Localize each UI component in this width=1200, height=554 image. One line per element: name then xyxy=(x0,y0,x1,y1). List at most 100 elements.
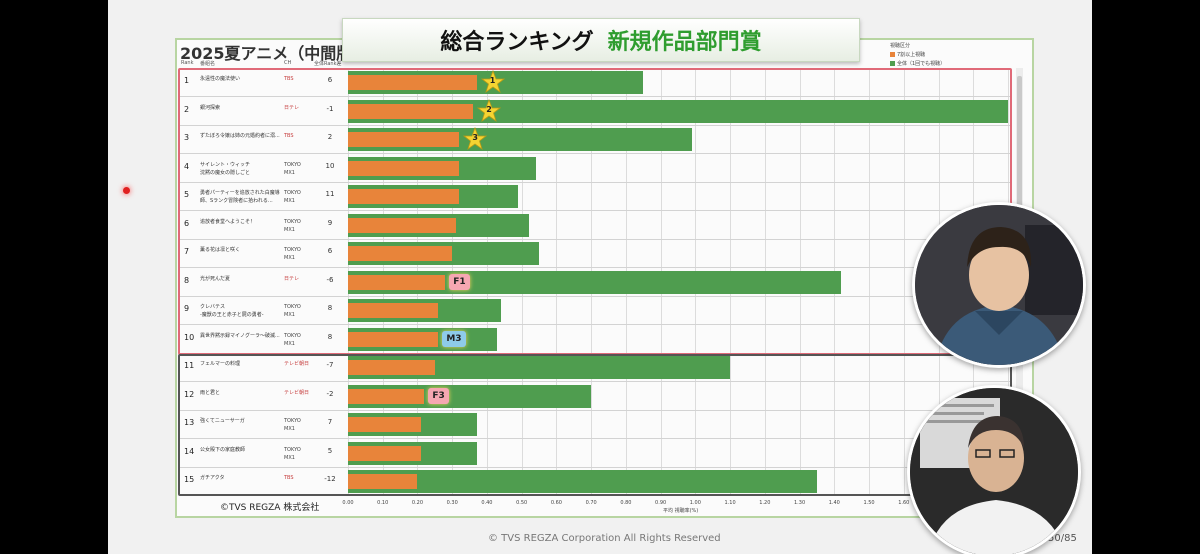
row-rank: 11 xyxy=(184,361,195,370)
ranking-row[interactable]: 8 光が死んだ夏 日テレ -6 F1 xyxy=(180,268,1012,297)
row-rank-change: 6 xyxy=(327,247,333,255)
row-channel: TOKYO MX1 xyxy=(284,304,301,318)
laser-pointer-dot xyxy=(123,187,130,194)
bar-core-viewers xyxy=(348,217,456,233)
row-channel: TOKYO MX1 xyxy=(284,247,301,261)
x-tick-label: 0.90 xyxy=(655,500,667,506)
x-tick-label: 1.10 xyxy=(724,500,736,506)
bar-core-viewers xyxy=(348,75,477,90)
row-rank-change: 8 xyxy=(327,304,333,312)
chart-title: 2025夏アニメ（中間版） xyxy=(180,44,369,63)
row-channel: TOKYO MX1 xyxy=(284,418,301,432)
row-rank: 10 xyxy=(184,332,195,342)
ranking-row[interactable]: 14 公女殿下の家庭教師 TOKYO MX1 5 xyxy=(180,439,1012,468)
page-number: 50/85 xyxy=(1048,533,1077,544)
x-axis-label: 平均 視聴率(%) xyxy=(663,508,699,514)
row-channel: TBS xyxy=(284,475,294,481)
x-tick-label: 0.80 xyxy=(620,500,632,506)
bar-core-viewers xyxy=(348,331,439,347)
rank-star-number: 3 xyxy=(472,133,478,142)
row-rank: 14 xyxy=(184,446,195,456)
row-rank-change: -6 xyxy=(326,275,334,284)
row-rank-change: 5 xyxy=(327,446,333,455)
presenter-webcam-1 xyxy=(912,202,1086,368)
bar-core-viewers xyxy=(348,445,421,461)
banner-accent-text: 新規作品部門賞 xyxy=(607,30,762,55)
row-channel: TOKYO MX1 xyxy=(284,190,301,204)
row-program-title: 永遠性の魔法使い xyxy=(200,76,241,82)
presenter-1-avatar xyxy=(915,205,1083,365)
x-tick-label: 1.40 xyxy=(828,500,840,506)
ranking-row[interactable]: 4 サイレント・ウィッチ 沈黙の魔女の隠しごと TOKYO MX1 10 xyxy=(180,154,1012,183)
row-rank: 15 xyxy=(184,475,195,484)
slide-stage: 総合ランキング 新規作品部門賞 2025夏アニメ（中間版） Rank 番組名 C… xyxy=(108,0,1092,554)
row-rank: 7 xyxy=(184,247,190,256)
ranking-row[interactable]: 3 ずたぼろ令嬢は姉の元婚約者に溺... TBS 2 3 xyxy=(180,125,1012,154)
ranking-row[interactable]: 1 永遠性の魔法使い TBS 6 1 xyxy=(180,68,1012,97)
presenter-webcam-2 xyxy=(907,385,1081,554)
rank-star-badge: 1 xyxy=(480,69,505,94)
row-rank-change: 8 xyxy=(327,332,333,341)
x-tick-label: 0.60 xyxy=(550,500,562,506)
row-program-title: 光が死んだ夏 xyxy=(200,275,231,282)
ranking-row[interactable]: 7 薫る花は凛と咲く TOKYO MX1 6 xyxy=(180,239,1012,268)
row-rank: 4 xyxy=(184,161,190,171)
header-change: 全体Rank差 xyxy=(314,61,342,67)
row-program-title: 異世界黙示録マイノグーラ～破滅... xyxy=(200,332,280,339)
rank-star-number: 1 xyxy=(489,76,496,85)
legend-heading: 視聴区分 xyxy=(890,43,911,49)
x-gridline xyxy=(903,68,905,496)
row-program-title: ずたぼろ令嬢は姉の元婚約者に溺... xyxy=(200,133,280,139)
rank-star-number: 2 xyxy=(486,104,492,114)
row-rank-change: 9 xyxy=(327,218,333,227)
rank-star-badge: 3 xyxy=(462,126,488,151)
legend-item-green: 全体（1回でも視聴） xyxy=(890,60,945,69)
row-channel: テレビ朝日 xyxy=(284,361,310,367)
ranking-row[interactable]: 2 銀河探索 日テレ -1 2 xyxy=(180,97,1012,126)
top10-highlight-frame xyxy=(178,68,1012,355)
row-rank: 12 xyxy=(184,389,195,399)
bar-total-viewers xyxy=(348,99,1008,123)
x-tick-label: 0.40 xyxy=(481,500,493,506)
segment-badge: M3 xyxy=(442,330,466,347)
header-ch: CH xyxy=(284,60,292,66)
legend-label-orange: 7割以上視聴 xyxy=(897,52,926,58)
legend-item-orange: 7割以上視聴 xyxy=(890,51,945,60)
row-rank: 3 xyxy=(184,133,190,142)
bar-total-viewers xyxy=(348,356,731,379)
x-tick-label: 1.50 xyxy=(863,500,875,506)
ranking-row[interactable]: 11 フェルマーの料理 テレビ朝日 -7 xyxy=(180,353,1012,382)
x-tick-label: 0.30 xyxy=(446,500,458,506)
row-rank-change: -12 xyxy=(324,475,336,483)
ranking-row[interactable]: 5 勇者パーティーを追放された白魔導 師、Sランク冒険者に拾われる... TOKYO… xyxy=(180,182,1012,211)
legend-label-green: 全体（1回でも視聴） xyxy=(897,61,946,67)
bar-core-viewers xyxy=(348,103,474,119)
row-rank-change: 11 xyxy=(325,190,335,198)
bar-core-viewers xyxy=(348,360,435,375)
row-rank: 1 xyxy=(184,76,190,85)
row-rank-change: 7 xyxy=(327,418,333,426)
row-program-title: フェルマーの料理 xyxy=(200,361,241,367)
x-tick-label: 1.20 xyxy=(759,500,771,506)
presenter-2-avatar xyxy=(910,388,1078,554)
ranking-row[interactable]: 6 追放者食堂へようこそ！ TOKYO MX1 9 xyxy=(180,211,1012,240)
x-tick-label: 1.60 xyxy=(898,500,910,506)
row-channel: TOKYO MX1 xyxy=(284,161,301,176)
row-channel: テレビ朝日 xyxy=(284,389,310,396)
bar-total-viewers xyxy=(348,470,817,493)
bar-core-viewers xyxy=(348,246,453,261)
ranking-row[interactable]: 9 クレバテス -魔獣の王と赤子と屍の勇者- TOKYO MX1 8 xyxy=(180,296,1012,325)
row-rank: 9 xyxy=(184,304,190,313)
row-rank-change: 6 xyxy=(327,76,333,84)
chart-legend: 視聴区分 7割以上視聴 全体（1回でも視聴） xyxy=(890,42,945,69)
row-program-title: サイレント・ウィッチ 沈黙の魔女の隠しごと xyxy=(200,161,251,176)
x-tick-label: 0.70 xyxy=(585,500,597,506)
ranking-row[interactable]: 13 強くてニューサーガ TOKYO MX1 7 xyxy=(180,410,1012,439)
row-program-title: 銀河探索 xyxy=(200,104,221,111)
bar-core-viewers xyxy=(348,303,439,318)
ranking-row[interactable]: 12 雨と君と テレビ朝日 -2 F3 xyxy=(180,382,1012,411)
row-program-title: 公女殿下の家庭教師 xyxy=(200,446,246,453)
bar-core-viewers xyxy=(348,474,418,489)
row-program-title: クレバテス -魔獣の王と赤子と屍の勇者- xyxy=(200,304,264,318)
header-rank: Rank xyxy=(181,60,194,66)
